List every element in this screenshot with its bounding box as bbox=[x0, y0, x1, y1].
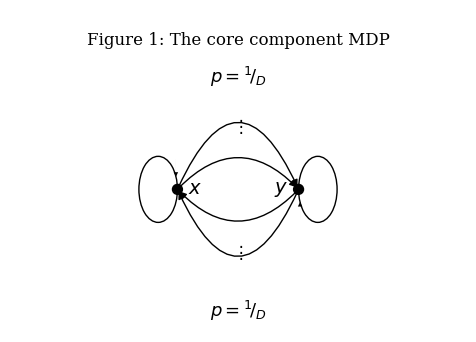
Text: Figure 1: The core component MDP: Figure 1: The core component MDP bbox=[87, 32, 389, 49]
Text: $y$: $y$ bbox=[274, 180, 288, 199]
FancyArrowPatch shape bbox=[179, 192, 298, 256]
Text: $p = {}^{1}\!/_{D}$: $p = {}^{1}\!/_{D}$ bbox=[209, 299, 267, 323]
FancyArrowPatch shape bbox=[179, 158, 296, 187]
FancyArrowPatch shape bbox=[298, 202, 302, 220]
FancyArrowPatch shape bbox=[174, 159, 178, 177]
Circle shape bbox=[294, 184, 304, 194]
Text: $p = {}^{1}\!/_{D}$: $p = {}^{1}\!/_{D}$ bbox=[209, 64, 267, 89]
Text: $x$: $x$ bbox=[188, 180, 202, 198]
Circle shape bbox=[172, 184, 182, 194]
Text: $\vdots$: $\vdots$ bbox=[232, 243, 244, 262]
Text: $\vdots$: $\vdots$ bbox=[232, 117, 244, 135]
FancyArrowPatch shape bbox=[180, 192, 297, 221]
FancyArrowPatch shape bbox=[178, 122, 297, 187]
